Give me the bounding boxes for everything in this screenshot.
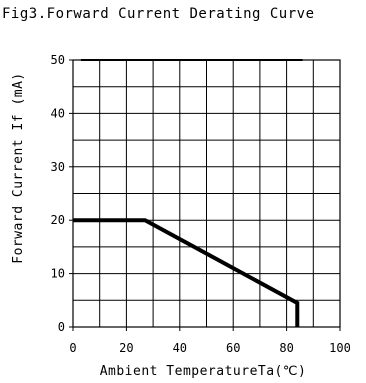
y-axis-title: Forward Current If (mA) — [11, 72, 26, 264]
y-tick-label: 50 — [51, 53, 65, 67]
y-tick-label: 20 — [51, 213, 65, 227]
x-tick-label: 40 — [173, 341, 187, 355]
y-tick-label: 30 — [51, 160, 65, 174]
derating-curve-line — [73, 218, 300, 327]
x-tick-label: 0 — [69, 341, 76, 355]
grid — [73, 60, 340, 327]
series-layer — [72, 218, 300, 328]
x-tick-labels: 0 20 40 60 80 100 — [69, 341, 350, 355]
x-tick-label: 100 — [329, 341, 351, 355]
chart-title: Fig3.Forward Current Derating Curve — [2, 6, 315, 22]
y-tick-label: 10 — [51, 267, 65, 281]
x-axis-title: Ambient TemperatureTa(℃) — [100, 364, 307, 379]
y-tick-labels: 0 10 20 30 40 50 — [51, 53, 65, 334]
x-tick-label: 60 — [226, 341, 240, 355]
x-tick-label: 20 — [119, 341, 133, 355]
y-tick-label: 40 — [51, 106, 65, 120]
plot-frame — [69, 59, 341, 331]
x-tick-label: 80 — [279, 341, 293, 355]
y-tick-label: 0 — [58, 320, 65, 334]
